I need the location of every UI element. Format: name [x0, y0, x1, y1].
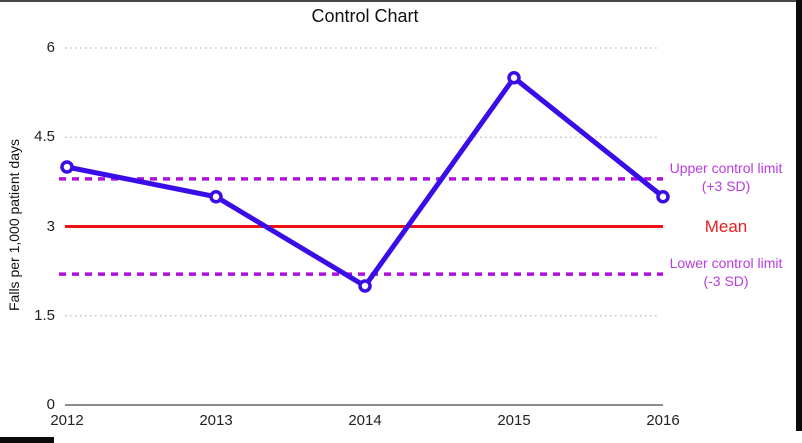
- x-tick-label: 2012: [50, 412, 84, 429]
- upper-control-limit-label-line1: Upper control limit: [669, 160, 783, 176]
- mean-label: Mean: [704, 217, 748, 236]
- x-tick-label: 2013: [199, 412, 233, 429]
- x-tick-label: 2015: [497, 412, 531, 429]
- data-point-2015: [507, 71, 521, 85]
- lower-control-limit-label-line2: (-3 SD): [703, 273, 749, 289]
- y-tick-label: 1.5: [34, 306, 55, 324]
- y-tick-label: 4.5: [34, 128, 55, 146]
- chart-title: Control Chart: [311, 6, 419, 26]
- y-tick-label: 6: [46, 39, 55, 56]
- screenshot-edge-top: [0, 0, 802, 2]
- data-point-2012: [60, 160, 74, 174]
- series-line: [64, 74, 666, 290]
- x-tick-label: 2016: [646, 412, 680, 429]
- screenshot-edge-right: [796, 0, 802, 431]
- data-point-2013: [209, 190, 223, 204]
- y-tick-label: 0: [46, 396, 55, 413]
- lower-control-limit-label-line1: Lower control limit: [669, 255, 783, 271]
- x-tick-label: 2014: [348, 412, 382, 429]
- upper-control-limit-label: Upper control limit (+3 SD): [658, 159, 794, 195]
- screenshot-edge-bottom-left: [0, 437, 54, 443]
- lower-control-limit-label: Lower control limit (-3 SD): [658, 254, 794, 290]
- upper-control-limit-label-line2: (+3 SD): [701, 178, 751, 194]
- data-point-2016: [656, 190, 670, 204]
- y-tick-label: 3: [46, 217, 55, 235]
- data-point-2014: [358, 279, 372, 293]
